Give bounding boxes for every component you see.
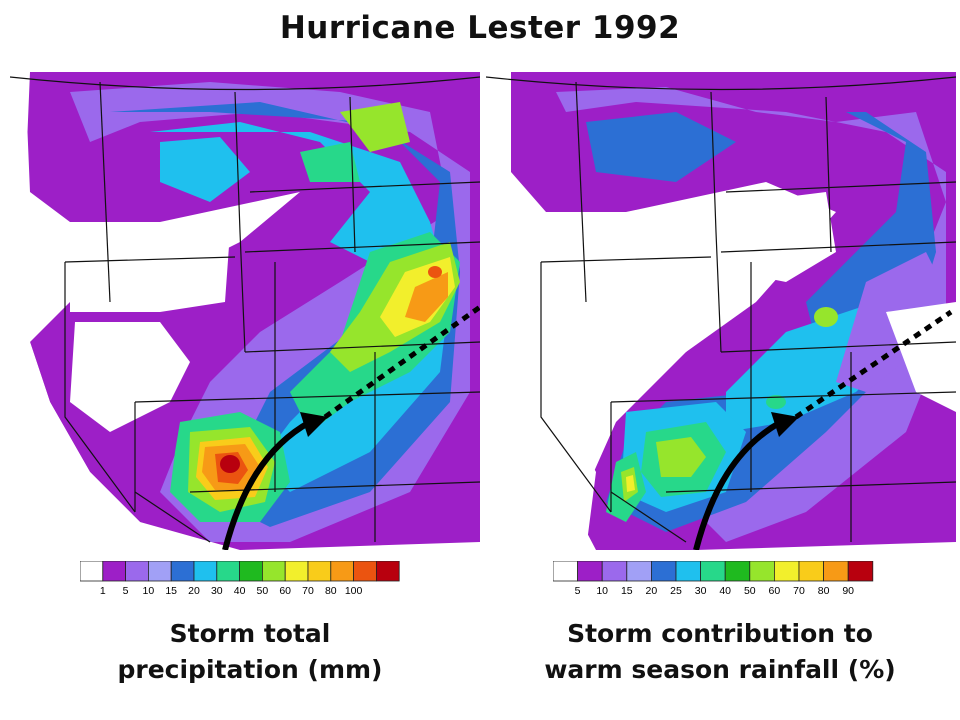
colorbar-swatch	[626, 560, 652, 582]
colorbar-swatch	[601, 560, 628, 582]
colorbar-swatch	[330, 560, 355, 582]
colorbar-swatch	[798, 560, 825, 582]
colorbar-tick-label: 70	[793, 585, 805, 597]
colorbar-swatch	[749, 560, 775, 582]
colorbar-contribution: 5 10 15 20 25 30 40 50 60 70 80 90	[552, 560, 883, 605]
colorbar-tick-label: 80	[325, 585, 337, 597]
colorbar-tick-label: 15	[165, 585, 177, 597]
colorbar-tick-label: 60	[769, 585, 781, 597]
contribution-map-right	[486, 72, 956, 550]
caption-line-2: precipitation (mm)	[117, 655, 383, 684]
colorbar-swatch	[79, 560, 104, 582]
colorbar-tick-label: 15	[621, 585, 633, 597]
colorbar-tick-label: 25	[670, 585, 682, 597]
colorbar-swatch	[261, 560, 286, 582]
colorbar-swatch	[193, 560, 218, 582]
colorbar-swatch	[307, 560, 332, 582]
colorbar-swatch	[353, 560, 377, 582]
colorbar-swatch	[847, 560, 874, 582]
colorbar-tick-label: 20	[646, 585, 658, 597]
colorbar-tick-label: 50	[744, 585, 756, 597]
caption-line-1: Storm total	[169, 619, 331, 648]
colorbar-tick-label: 5	[575, 585, 581, 597]
caption-contribution: Storm contribution to warm season rainfa…	[500, 616, 940, 688]
colorbar-tick-label: 70	[302, 585, 314, 597]
colorbar-tick-label: 30	[211, 585, 223, 597]
page-title: Hurricane Lester 1992	[279, 10, 681, 46]
state-boundaries	[486, 76, 956, 543]
caption-line-2: warm season rainfall (%)	[544, 655, 896, 684]
colorbar-tick-label: 40	[719, 585, 731, 597]
colorbar-tick-label: 40	[234, 585, 246, 597]
colorbar-tick-label: 30	[695, 585, 707, 597]
colorbar-swatch	[284, 560, 309, 582]
colorbar-tick-label: 20	[188, 585, 200, 597]
colorbar-swatch	[700, 560, 726, 582]
storm-track-arrow-icon	[693, 309, 953, 550]
colorbar-tick-label: 100	[345, 585, 363, 597]
caption-line-1: Storm contribution to	[567, 619, 873, 648]
colorbar-swatch	[773, 560, 800, 582]
colorbar-swatch	[552, 560, 579, 582]
colorbar-swatch	[216, 560, 241, 582]
colorbar-tick-label: 50	[257, 585, 269, 597]
colorbar-tick-label: 10	[596, 585, 608, 597]
colorbar-swatch	[170, 560, 195, 582]
colorbar-swatch	[577, 560, 603, 582]
colorbar-swatch	[823, 560, 849, 582]
colorbar-swatch	[675, 560, 702, 582]
colorbar-swatch	[125, 560, 149, 582]
colorbar-tick-label: 10	[143, 585, 155, 597]
precip-map-left	[10, 72, 480, 550]
no-data-areas	[486, 72, 956, 550]
caption-precip: Storm total precipitation (mm)	[40, 616, 460, 688]
colorbar-swatch	[651, 560, 677, 582]
colorbar-tick-label: 5	[123, 585, 129, 597]
colorbar-swatch	[375, 560, 400, 582]
contribution-field	[511, 72, 956, 550]
colorbar-swatch	[239, 560, 263, 582]
colorbar-swatch	[724, 560, 751, 582]
colorbar-tick-label: 90	[842, 585, 854, 597]
colorbar-tick-label: 80	[818, 585, 830, 597]
colorbar-precip: 1 5 10 15 20 30 40 50 60 70 80 100	[79, 560, 410, 605]
colorbar-tick-label: 60	[279, 585, 291, 597]
colorbar-swatch	[102, 560, 126, 582]
colorbar-swatch	[148, 560, 172, 582]
colorbar-tick-label: 1	[100, 585, 106, 597]
storm-track-arrow-icon	[222, 304, 480, 550]
